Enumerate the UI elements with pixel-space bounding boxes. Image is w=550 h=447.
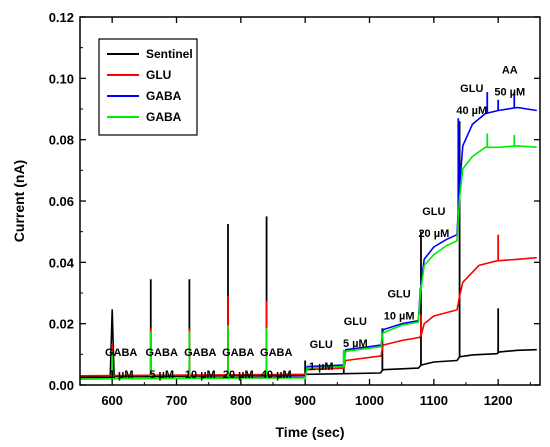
annotation-line: 5 µM	[343, 338, 368, 350]
annotation-line: GLU	[344, 316, 367, 328]
x-tick-label: 900	[294, 393, 316, 408]
annotation-line: 50 µM	[494, 87, 525, 99]
x-axis-title: Time (sec)	[276, 424, 345, 440]
y-tick-label: 0.02	[49, 317, 74, 332]
annotation-line: 1 µM	[109, 369, 134, 381]
legend-label: GABA	[146, 110, 182, 124]
annotation-line: GABA	[184, 347, 216, 359]
legend-entry: Sentinel	[107, 47, 193, 61]
annotation-line: GLU	[387, 289, 410, 301]
series-3	[79, 133, 537, 380]
annotation: GABA 10 µM	[184, 347, 216, 381]
legend-entry: GABA	[107, 110, 182, 124]
annotation: GABA 1 µM	[105, 347, 137, 381]
annotation-line: GABA	[222, 347, 254, 359]
annotation: GLU 20 µM	[418, 206, 449, 240]
legend-entry: GABA	[107, 89, 182, 103]
annotation-line: 5 µM	[149, 369, 174, 381]
annotation-line: AA	[502, 65, 518, 77]
annotation-line: 20 µM	[223, 369, 254, 381]
y-axis-title: Current (nA)	[11, 160, 27, 242]
annotation: GABA 20 µM	[222, 347, 254, 381]
legend-label: GABA	[146, 89, 182, 103]
x-tick-label: 1200	[484, 393, 513, 408]
y-tick-label: 0.08	[49, 133, 74, 148]
y-tick-label: 0.06	[49, 194, 74, 209]
x-tick-label: 700	[166, 393, 188, 408]
annotation: GABA 40 µM	[260, 347, 292, 381]
annotation-line: GABA	[260, 347, 292, 359]
legend: Sentinel GLU GABA GABA	[98, 38, 198, 136]
y-tick-label: 0.10	[49, 71, 74, 86]
annotation: GABA 5 µM	[146, 347, 178, 381]
annotation-layer: GABA 1 µM GABA 5 µM GABA 10 µM GABA 20 µM GABA 40…	[105, 65, 525, 381]
annotation-line: 20 µM	[418, 228, 449, 240]
annotation-line: 10 µM	[185, 369, 216, 381]
annotation: GLU 5 µM	[343, 316, 368, 350]
annotation: GLU 10 µM	[384, 289, 415, 323]
x-tick-label: 800	[230, 393, 252, 408]
annotation-line: 10 µM	[384, 311, 415, 323]
annotation-line: GABA	[146, 347, 178, 359]
x-tick-label: 1000	[355, 393, 384, 408]
y-tick-label: 0.04	[49, 255, 75, 270]
legend-label: Sentinel	[146, 47, 193, 61]
annotation: AA 50 µM	[494, 65, 525, 99]
legend-entry: GLU	[107, 68, 171, 82]
annotation: GLU 40 µM	[456, 83, 487, 117]
series-layer	[79, 92, 537, 380]
x-tick-label: 600	[101, 393, 123, 408]
series-line	[79, 145, 537, 380]
annotation-line: 40 µM	[456, 105, 487, 117]
annotation: GLU 1 µM	[309, 339, 334, 373]
annotation-line: 1 µM	[309, 361, 334, 373]
annotation-line: GABA	[105, 347, 137, 359]
annotation-line: GLU	[310, 339, 333, 351]
x-tick-label: 1100	[420, 393, 448, 408]
legend-label: GLU	[146, 68, 171, 82]
annotation-line: GLU	[422, 206, 445, 218]
axes-layer: 600 700 800 900 1000 1100 1200 0.00 0.02 0.04 0.06…	[49, 10, 541, 408]
y-tick-label: 0.00	[49, 378, 74, 393]
series-line	[80, 309, 537, 379]
annotation-line: GLU	[460, 83, 483, 95]
y-tick-label: 0.12	[49, 10, 74, 25]
annotation-line: 40 µM	[261, 369, 292, 381]
